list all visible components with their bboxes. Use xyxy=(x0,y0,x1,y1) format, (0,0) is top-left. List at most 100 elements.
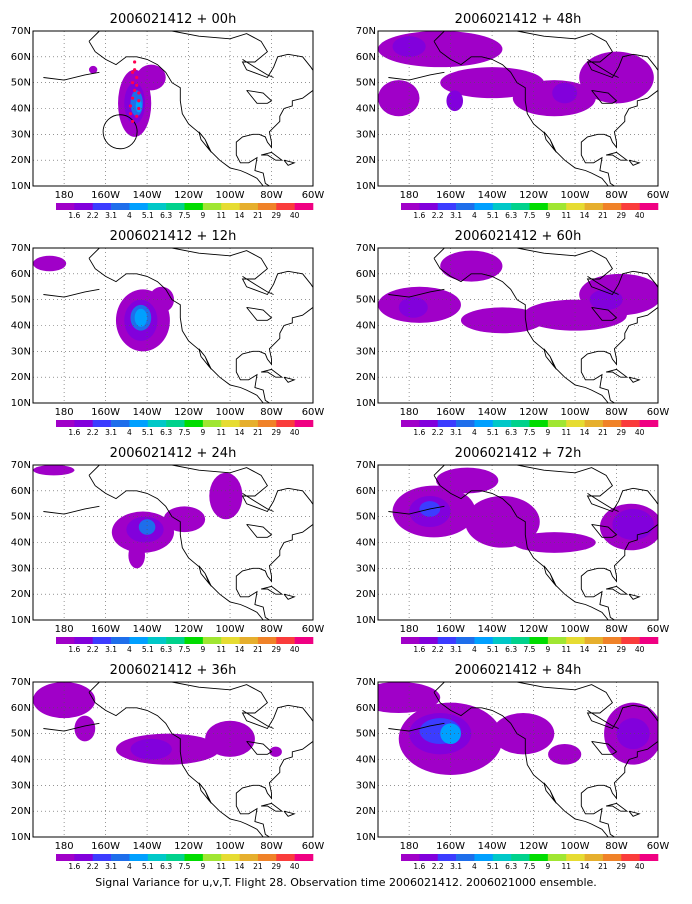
colorbar-swatch xyxy=(547,203,567,210)
variance-contour xyxy=(33,465,75,476)
colorbar-swatch xyxy=(92,203,112,210)
colorbar-swatch xyxy=(56,637,75,644)
flight-track-point xyxy=(130,70,135,74)
colorbar-swatch xyxy=(257,420,277,427)
colorbar-label: 14 xyxy=(580,428,590,437)
longitude-label: 160W xyxy=(436,841,465,852)
coastline xyxy=(433,465,658,620)
colorbar-label: 7.5 xyxy=(179,645,191,654)
map-frame xyxy=(377,30,659,187)
longitude-label: 120W xyxy=(174,407,203,418)
colorbar-label: 6.3 xyxy=(160,645,172,654)
latitude-label: 20N xyxy=(11,155,31,166)
colorbar-label: 6.3 xyxy=(160,211,172,220)
longitude-label: 80W xyxy=(605,407,628,418)
longitude-label: 120W xyxy=(519,841,548,852)
colorbar-label: 1.6 xyxy=(68,211,80,220)
longitude-label: 160W xyxy=(91,407,120,418)
longitude-label: 60W xyxy=(302,407,325,418)
longitude-label: 120W xyxy=(174,624,203,635)
colorbar-label: 14 xyxy=(580,645,590,654)
latitude-label: 50N xyxy=(11,295,31,306)
longitude-label: 80W xyxy=(260,624,283,635)
coastline xyxy=(628,810,641,817)
colorbar-swatch xyxy=(202,854,222,861)
variance-contour xyxy=(436,467,499,494)
colorbar-label: 1.6 xyxy=(413,211,425,220)
longitude-label: 60W xyxy=(647,190,670,201)
colorbar-label: 14 xyxy=(580,211,590,220)
latitude-label: 60N xyxy=(356,486,376,497)
colorbar-label: 29 xyxy=(272,428,282,437)
colorbar-swatch xyxy=(547,637,567,644)
flight-track-point xyxy=(135,114,139,118)
colorbar-label: 11 xyxy=(216,428,226,437)
latitude-label: 70N xyxy=(356,26,376,37)
colorbar-label: 29 xyxy=(617,428,627,437)
colorbar-swatch xyxy=(239,203,259,210)
coastline xyxy=(433,31,658,186)
coastline xyxy=(388,505,445,515)
colorbar-label: 21 xyxy=(598,645,608,654)
colorbar-swatch xyxy=(147,420,167,427)
latitude-label: 30N xyxy=(11,780,31,791)
coastline xyxy=(283,810,296,817)
colorbar-swatch xyxy=(584,203,604,210)
latitude-label: 70N xyxy=(11,460,31,471)
coastline xyxy=(591,306,618,321)
coastline xyxy=(43,288,100,298)
colorbar-swatch xyxy=(239,854,259,861)
latitude-label: 60N xyxy=(11,269,31,280)
coastline xyxy=(283,159,296,166)
variance-contour xyxy=(492,713,555,755)
colorbar: 1.6 2.2 3.1 4 5.1 6.3 7.5 9 11 14 21 29 40 xyxy=(401,203,659,220)
colorbar: 1.6 2.2 3.1 4 5.1 6.3 7.5 9 11 14 21 29 40 xyxy=(56,203,314,220)
map-area xyxy=(33,31,313,186)
colorbar-label: 3.1 xyxy=(105,645,117,654)
variance-contour xyxy=(163,506,206,533)
flight-track-point xyxy=(137,99,141,103)
colorbar-swatch xyxy=(166,420,185,427)
variance-contour xyxy=(209,472,243,520)
longitude-label: 160W xyxy=(436,624,465,635)
colorbar: 1.6 2.2 3.1 4 5.1 6.3 7.5 9 11 14 21 29 40 xyxy=(401,637,659,654)
colorbar-swatch xyxy=(639,854,659,861)
colorbar-label: 3.1 xyxy=(105,428,117,437)
colorbar: 1.6 2.2 3.1 4 5.1 6.3 7.5 9 11 14 21 29 40 xyxy=(401,854,659,871)
latitude-label: 50N xyxy=(11,78,31,89)
coastline xyxy=(433,475,609,620)
colorbar-label: 5.1 xyxy=(487,211,499,220)
colorbar-swatch xyxy=(147,854,167,861)
colorbar-swatch xyxy=(602,203,622,210)
longitude-label: 160W xyxy=(91,624,120,635)
latitude-label: 20N xyxy=(11,372,31,383)
flight-track-point xyxy=(135,75,139,80)
colorbar-label: 3.1 xyxy=(105,862,117,871)
colorbar-label: 3.1 xyxy=(450,645,462,654)
panel-title: 2006021412 + 00h xyxy=(110,12,237,27)
coastline xyxy=(388,722,445,732)
colorbar-swatch xyxy=(276,420,295,427)
colorbar-swatch xyxy=(511,420,530,427)
colorbar-swatch xyxy=(401,637,420,644)
longitude-label: 60W xyxy=(302,190,325,201)
longitude-label: 120W xyxy=(174,190,203,201)
longitude-label: 180 xyxy=(55,841,74,852)
coastline xyxy=(433,692,609,837)
flight-track-point xyxy=(130,96,135,100)
colorbar-swatch xyxy=(547,420,567,427)
flight-track-point xyxy=(133,60,137,64)
longitude-label: 140W xyxy=(133,624,162,635)
colorbar-swatch xyxy=(184,854,204,861)
colorbar-label: 5.1 xyxy=(142,645,154,654)
colorbar-swatch xyxy=(111,420,130,427)
colorbar-label: 4 xyxy=(127,645,132,654)
colorbar-label: 9 xyxy=(200,862,205,871)
colorbar-label: 4 xyxy=(472,862,477,871)
colorbar-label: 21 xyxy=(598,428,608,437)
coastline xyxy=(260,368,284,378)
longitude-label: 100W xyxy=(561,624,590,635)
coastline xyxy=(260,585,284,595)
colorbar-swatch xyxy=(419,420,439,427)
colorbar-swatch xyxy=(111,854,130,861)
